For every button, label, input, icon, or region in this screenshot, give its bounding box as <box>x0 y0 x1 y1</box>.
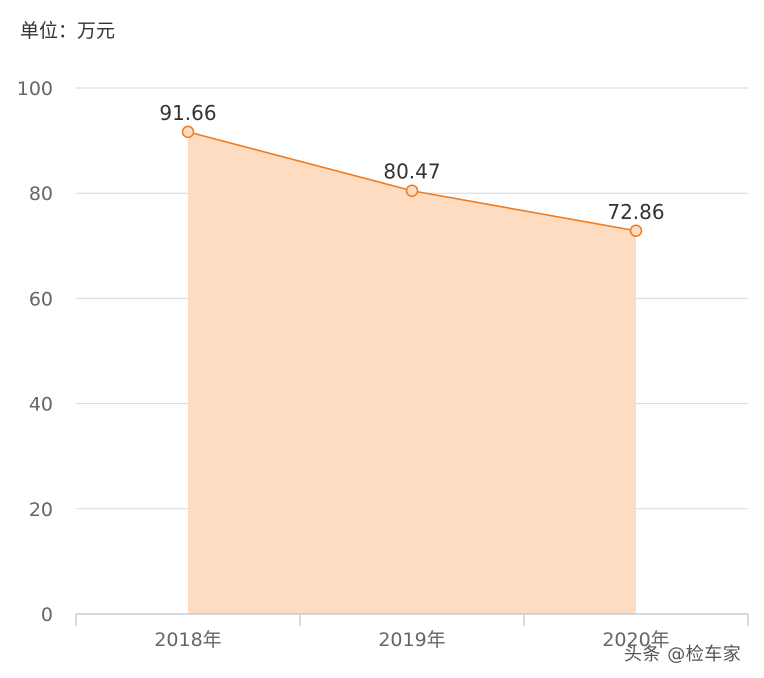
data-point <box>629 224 643 238</box>
data-label: 80.47 <box>383 160 440 184</box>
data-point <box>181 125 195 139</box>
x-tick-label: 2020年 <box>602 629 669 651</box>
data-points <box>181 125 643 238</box>
y-tick-label: 100 <box>17 78 53 100</box>
y-tick-label: 20 <box>29 499 53 521</box>
unit-label: 单位：万元 <box>20 20 116 42</box>
x-tick-label: 2018年 <box>154 629 221 651</box>
data-label: 72.86 <box>607 200 664 224</box>
y-tick-label: 80 <box>29 183 53 205</box>
y-tick-label: 60 <box>29 288 53 310</box>
x-axis: 2018年 2019年 2020年 <box>75 613 749 651</box>
watermark: 头条 @检车家 <box>624 644 742 665</box>
area-fill <box>188 131 636 614</box>
y-tick-label: 40 <box>29 394 53 416</box>
y-tick-label: 0 <box>41 604 53 626</box>
data-label: 91.66 <box>159 101 216 125</box>
x-tick-label: 2019年 <box>378 629 445 651</box>
gridlines: 0 20 40 60 80 100 <box>17 78 748 626</box>
data-labels: 91.66 80.47 72.86 <box>159 101 664 224</box>
data-point <box>405 184 419 197</box>
area-shape <box>188 131 636 614</box>
